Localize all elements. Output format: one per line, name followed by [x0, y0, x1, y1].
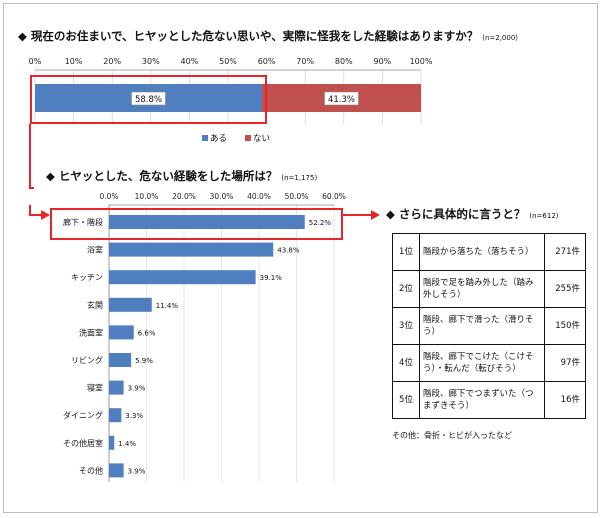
- count-cell: 271件: [544, 233, 586, 271]
- table-row: 2位 階段で足を踏み外した（踏み外しそう） 255件: [392, 270, 586, 308]
- data-label-box: [324, 91, 359, 106]
- x-tick-label: 50.0%: [285, 192, 309, 201]
- bar: [109, 215, 305, 229]
- bar: [109, 242, 274, 257]
- bar: [109, 297, 152, 312]
- connector-arrowhead: [41, 210, 50, 220]
- data-label: 11.4%: [156, 302, 179, 310]
- question-3-heading: ◆ さらに具体的に言うと？ (n=612): [386, 206, 559, 222]
- data-label: 39.1%: [260, 274, 283, 282]
- legend-swatch: [202, 135, 208, 141]
- bar: [109, 408, 122, 423]
- category-label: その他: [79, 465, 103, 475]
- table-row: 4位 階段、廊下でこけた（こけそう）・転んだ（転びそう） 97件: [392, 344, 586, 382]
- detail-table: 1位 階段から落ちた（落ちそう） 271件 2位 階段で足を踏み外した（踏み外しそう） 2…: [392, 233, 586, 419]
- category-label: 玄関: [87, 300, 103, 310]
- data-label: 58.8%: [135, 95, 162, 105]
- x-tick-label: 30%: [142, 57, 160, 66]
- legend-label: ある: [210, 134, 227, 144]
- bar: [109, 435, 115, 450]
- figure-frame: [3, 3, 598, 513]
- description-cell: 階段、廊下でこけた（こけそう）・転んだ（転びそう）: [419, 344, 545, 382]
- description-cell: 階段、廊下で滑った（滑りそう）: [419, 307, 545, 345]
- table-row: 1位 階段から落ちた（落ちそう） 271件: [392, 233, 586, 271]
- count-cell: 255件: [544, 270, 586, 308]
- x-tick-label: 30.0%: [210, 192, 234, 201]
- data-label: 1.4%: [118, 440, 136, 448]
- x-tick-label: 40%: [181, 57, 199, 66]
- x-tick-label: 50%: [219, 57, 237, 66]
- x-tick-label: 20%: [103, 57, 121, 66]
- rank-cell: 1位: [392, 233, 420, 271]
- data-label: 6.6%: [138, 329, 156, 337]
- rank-cell: 4位: [392, 344, 420, 382]
- data-label: 3.3%: [125, 412, 143, 420]
- footnote: その他：骨折・ヒビが入ったなど: [392, 431, 512, 440]
- description-cell: 階段で足を踏み外した（踏み外しそう）: [419, 270, 545, 308]
- bar: [109, 380, 124, 395]
- description-cell: 階段から落ちた（落ちそう）: [419, 233, 545, 271]
- question-2-text: ◆ ヒヤッとした、危ない経験をした場所は？: [46, 169, 278, 183]
- x-tick-label: 60.0%: [322, 192, 346, 201]
- category-label: 洗面室: [79, 327, 103, 337]
- rank-cell: 2位: [392, 270, 420, 308]
- category-label: ダイニング: [63, 410, 103, 420]
- count-cell: 16件: [544, 381, 586, 419]
- data-label: 3.9%: [128, 385, 146, 393]
- x-tick-label: 10.0%: [135, 192, 159, 201]
- category-label: 浴室: [87, 245, 103, 255]
- data-label: 52.2%: [309, 219, 332, 227]
- x-tick-label: 0%: [29, 57, 42, 66]
- category-label: 廊下・階段: [63, 217, 103, 227]
- question-3-sample-size: (n=612): [529, 212, 559, 220]
- table-row: 5位 階段、廊下でつまずいた（つまずきそう） 16件: [392, 381, 586, 419]
- category-label: キッチン: [71, 273, 103, 282]
- x-tick-label: 0.0%: [99, 192, 118, 201]
- question-1-heading: ◆ 現在のお住まいで、ヒヤッとした危ない思いや、実際に怪我をした経験はありますか…: [18, 28, 518, 44]
- category-label: リビング: [71, 355, 103, 365]
- highlight-box-top: [30, 75, 267, 124]
- data-label: 5.9%: [135, 357, 153, 365]
- category-label: その他居室: [63, 438, 103, 448]
- bar: [109, 325, 134, 340]
- question-2-heading: ◆ ヒヤッとした、危ない経験をした場所は？ (n=1,175): [46, 168, 317, 184]
- x-tick-label: 20.0%: [172, 192, 196, 201]
- x-tick-label: 80%: [335, 57, 353, 66]
- question-2-sample-size: (n=1,175): [281, 174, 318, 182]
- table-row: 3位 階段、廊下で滑った（滑りそう） 150件: [392, 307, 586, 345]
- rank-cell: 3位: [392, 307, 420, 345]
- count-cell: 97件: [544, 344, 586, 382]
- data-label: 43.8%: [277, 247, 300, 255]
- highlight-box-corridor: [50, 208, 343, 240]
- bar: [109, 270, 256, 285]
- bar: [109, 463, 124, 478]
- x-tick-label: 10%: [65, 57, 83, 66]
- x-tick-label: 90%: [374, 57, 392, 66]
- x-tick-label: 70%: [296, 57, 314, 66]
- data-label-box: [131, 91, 166, 106]
- legend-label: ない: [253, 134, 270, 144]
- connector-arrowhead: [371, 210, 380, 220]
- data-label: 3.9%: [128, 467, 146, 475]
- x-tick-label: 60%: [258, 57, 276, 66]
- connector-line: [29, 124, 34, 189]
- count-cell: 150件: [544, 307, 586, 345]
- question-3-text: ◆ さらに具体的に言うと？: [386, 207, 526, 221]
- bar: [109, 353, 132, 367]
- x-tick-label: 40.0%: [247, 192, 271, 201]
- question-1-sample-size: (n=2,000): [482, 34, 519, 42]
- connector-line: [29, 205, 44, 216]
- rank-cell: 5位: [392, 381, 420, 419]
- description-cell: 階段、廊下でつまずいた（つまずきそう）: [419, 381, 545, 419]
- data-label: 41.3%: [328, 95, 355, 105]
- x-tick-label: 100%: [410, 57, 433, 66]
- legend-swatch: [245, 135, 251, 141]
- question-1-text: ◆ 現在のお住まいで、ヒヤッとした危ない思いや、実際に怪我をした経験はありますか…: [18, 29, 479, 43]
- category-label: 寝室: [87, 383, 103, 393]
